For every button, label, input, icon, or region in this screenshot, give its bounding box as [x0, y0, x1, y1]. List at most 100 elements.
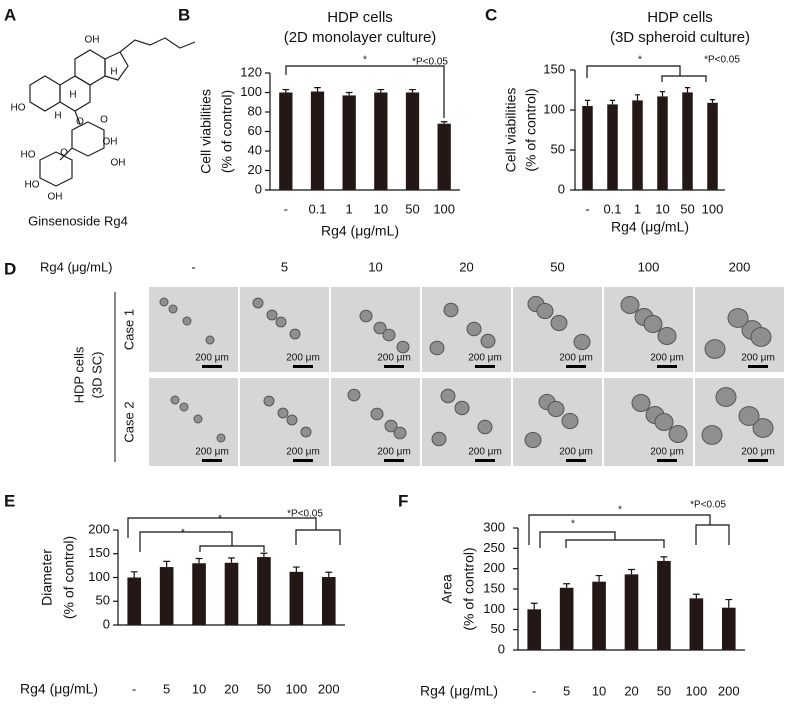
x-axis-label: Rg4 (μg/mL) [611, 219, 689, 235]
annotation: *P<0.05 [287, 509, 323, 520]
atom-label: OH [103, 137, 118, 148]
spheroid [752, 418, 774, 438]
y-axis-label: Cell viabilities [503, 88, 519, 173]
atom-label: O [60, 148, 68, 159]
y-tick-label: 0 [103, 616, 110, 631]
spheroid [631, 394, 651, 412]
spheroid [347, 388, 361, 402]
spheroid [738, 406, 760, 426]
y-axis-label: Diameter [39, 549, 55, 606]
error-bar [282, 88, 290, 93]
scale-bar [293, 459, 313, 462]
error-bar [325, 571, 333, 578]
y-tick-label: 100 [543, 101, 565, 116]
x-tick-label: 50 [657, 683, 671, 698]
error-bar [228, 557, 235, 563]
bar [689, 598, 704, 650]
group-label: HDP cells [71, 346, 86, 403]
spheroid [170, 395, 180, 405]
error-bar [260, 552, 268, 558]
header: Rg4 (μg/mL) [40, 259, 113, 274]
error-bar [377, 88, 385, 93]
panel-label: C [485, 5, 497, 24]
scale-bar [202, 459, 222, 462]
y-tick-label: 150 [543, 61, 565, 76]
scale-bar [657, 459, 677, 462]
spheroid [168, 304, 178, 314]
x-tick-label: 100 [686, 683, 708, 698]
panel-label: E [4, 491, 15, 510]
structure [29, 37, 196, 187]
spheroid [727, 308, 749, 328]
error-bar [163, 560, 171, 568]
spheroid [205, 335, 215, 345]
x-tick-label: 20 [624, 683, 638, 698]
bar [527, 609, 542, 650]
row-label: Case 2 [121, 401, 136, 442]
column-label: 200 [729, 259, 751, 274]
axis [269, 73, 460, 191]
y-axis-label: (% of control) [461, 547, 477, 630]
bar [289, 571, 304, 625]
spheroid [252, 297, 264, 309]
y-tick-label: 0 [255, 181, 262, 196]
panel-label: B [178, 5, 190, 24]
error-bar [584, 99, 591, 106]
spheroid [393, 426, 407, 440]
chart-title: HDP cells [647, 9, 713, 26]
scale-bar [202, 365, 222, 368]
micrograph [422, 378, 511, 466]
micrograph [331, 378, 420, 466]
micrograph [604, 378, 693, 466]
scale-label: 200 μm [559, 353, 593, 364]
error-bar [440, 121, 448, 124]
bar [127, 577, 142, 625]
x-tick-label: 0.1 [603, 201, 621, 216]
y-tick-label: 100 [483, 601, 505, 616]
scale-bar [384, 459, 404, 462]
bar [592, 581, 606, 650]
error-bar [595, 574, 603, 582]
spheroid [550, 314, 568, 332]
spheroid [480, 333, 496, 349]
y-tick-label: 300 [483, 519, 505, 534]
spheroid [668, 425, 688, 443]
error-bar [130, 571, 138, 578]
error-bar [684, 87, 691, 93]
x-tick-label: 100 [286, 681, 308, 696]
error-bar [292, 566, 300, 572]
bar [192, 563, 206, 625]
bracket [695, 524, 730, 545]
chart-subtitle: (2D monolayer culture) [284, 29, 437, 46]
bar [159, 567, 174, 625]
annotation: *P<0.05 [690, 500, 726, 511]
y-tick-label: 120 [240, 64, 262, 79]
atom-label: H [54, 111, 61, 122]
x-tick-label: 10 [374, 201, 388, 216]
x-tick-label: - [284, 201, 288, 216]
error-bar [634, 94, 641, 101]
bar [279, 92, 293, 190]
micrograph [149, 378, 238, 466]
bar [224, 562, 239, 625]
spheroid [477, 419, 493, 435]
spheroid [370, 407, 384, 421]
atom-label: O [100, 115, 108, 126]
column-label: 20 [459, 259, 473, 274]
spheroid [715, 387, 737, 407]
annotation: * [571, 519, 575, 530]
error-bar [609, 99, 616, 105]
y-axis-label: (% of control) [523, 88, 539, 171]
y-tick-label: 0 [558, 181, 565, 196]
bracket [139, 531, 233, 552]
y-tick-label: 50 [96, 593, 110, 608]
axis [574, 70, 725, 191]
bar [632, 100, 643, 190]
spheroid [466, 321, 482, 337]
x-tick-label: 5 [163, 681, 170, 696]
error-bar [725, 598, 733, 608]
annotation: *P<0.05 [704, 55, 740, 66]
x-tick-label: 200 [318, 681, 340, 696]
spheroid [431, 431, 447, 447]
error-bar [530, 602, 538, 610]
